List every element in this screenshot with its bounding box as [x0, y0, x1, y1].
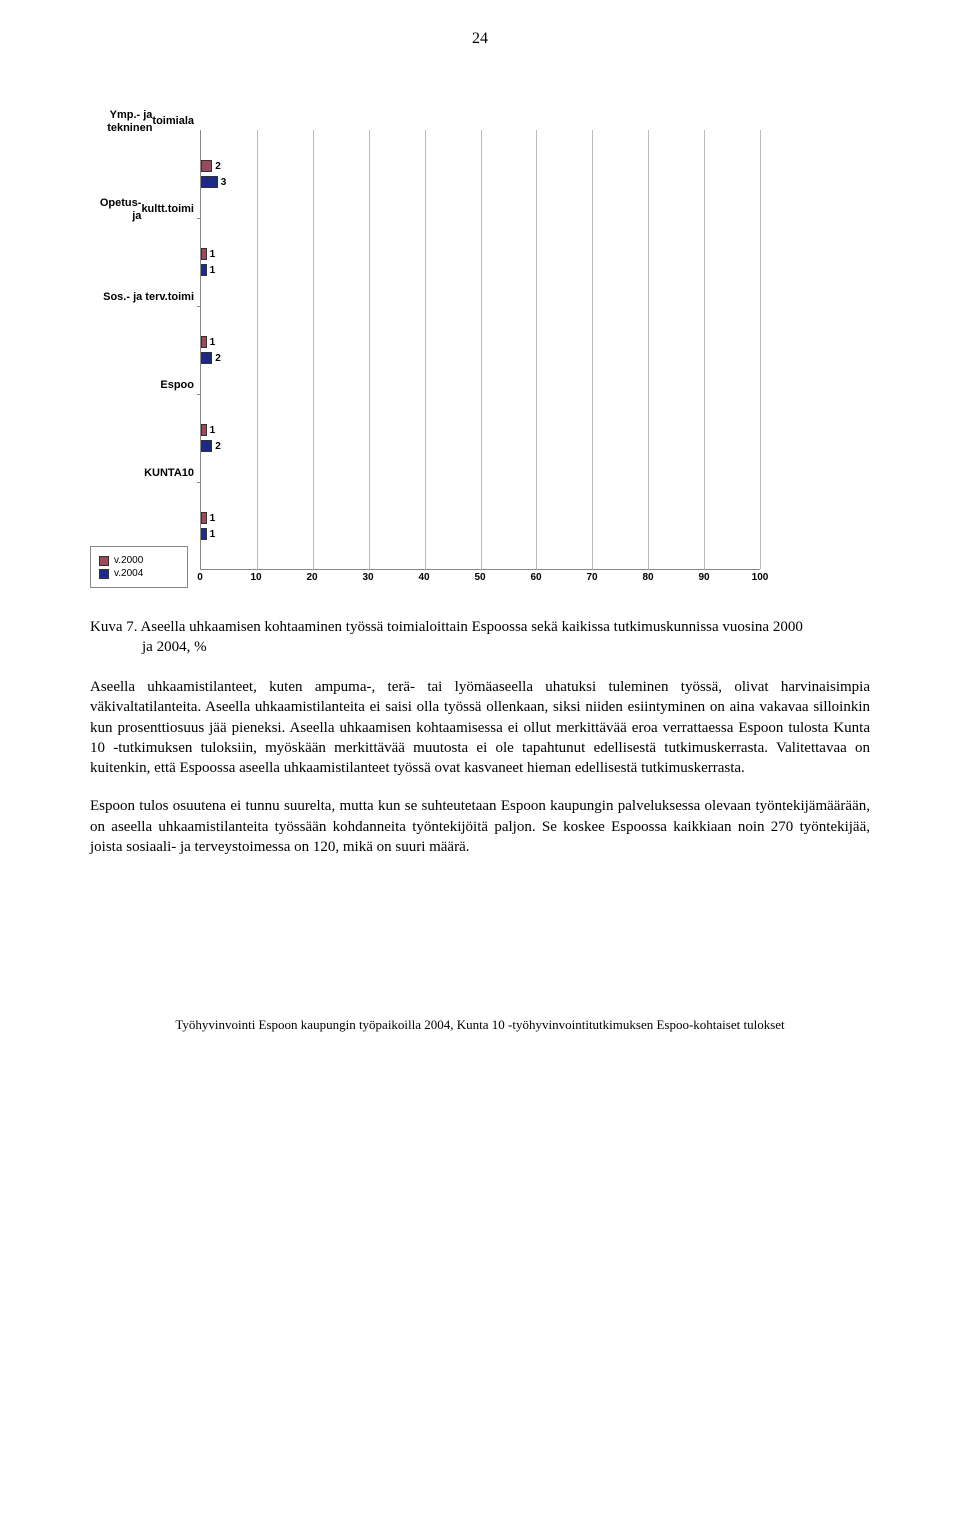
legend-label: v.2000	[114, 555, 143, 566]
bar	[201, 248, 207, 260]
x-tick-label: 30	[362, 572, 373, 583]
bar-value-label: 1	[210, 337, 216, 348]
bar-value-label: 2	[215, 353, 221, 364]
gridline	[257, 130, 258, 569]
bar	[201, 440, 212, 452]
category-label: Espoo	[90, 342, 194, 430]
x-tick-label: 70	[586, 572, 597, 583]
bar	[201, 528, 207, 540]
legend-item: v.2000	[99, 555, 179, 566]
bar-group: 12	[201, 394, 221, 482]
bar-row: 1	[201, 336, 221, 348]
body-paragraph: Aseella uhkaamistilanteet, kuten ampuma-…	[90, 677, 870, 778]
category-label: Sos.- ja terv.toimi	[90, 254, 194, 342]
bar-group: 23	[201, 130, 226, 218]
bar-value-label: 1	[210, 529, 216, 540]
bar	[201, 336, 207, 348]
bar-row: 2	[201, 352, 221, 364]
bar-value-label: 2	[215, 441, 221, 452]
x-tick-label: 50	[474, 572, 485, 583]
gridline	[704, 130, 705, 569]
bar	[201, 512, 207, 524]
x-tick-label: 0	[197, 572, 203, 583]
bar-group: 11	[201, 218, 215, 306]
bar-row: 1	[201, 512, 215, 524]
x-tick-label: 20	[306, 572, 317, 583]
gridline	[760, 130, 761, 569]
x-tick-label: 10	[250, 572, 261, 583]
bar-value-label: 1	[210, 513, 216, 524]
bar	[201, 352, 212, 364]
gridline	[648, 130, 649, 569]
page-footer: Työhyvinvointi Espoon kaupungin työpaiko…	[90, 1017, 870, 1033]
gridline	[536, 130, 537, 569]
category-label: Ymp.- ja tekninentoimiala	[90, 78, 194, 166]
bar	[201, 176, 218, 188]
bar-value-label: 1	[210, 265, 216, 276]
bar-value-label: 2	[215, 161, 221, 172]
bar-row: 3	[201, 176, 226, 188]
caption-text: ja 2004, %	[90, 638, 870, 658]
gridline	[369, 130, 370, 569]
legend-swatch	[99, 556, 109, 566]
bar-row: 2	[201, 440, 221, 452]
y-axis-labels: Ymp.- ja tekninentoimialaOpetus- jakultt…	[90, 78, 200, 518]
bar-value-label: 3	[221, 177, 227, 188]
bar	[201, 160, 212, 172]
gridline	[481, 130, 482, 569]
gridline	[592, 130, 593, 569]
legend-column: Ymp.- ja tekninentoimialaOpetus- jakultt…	[90, 78, 200, 588]
x-axis: 0102030405060708090100	[200, 570, 760, 588]
x-tick-label: 60	[530, 572, 541, 583]
x-tick-label: 80	[642, 572, 653, 583]
bar-group: 11	[201, 482, 215, 570]
bar-row: 1	[201, 424, 221, 436]
chart: Ymp.- ja tekninentoimialaOpetus- jakultt…	[90, 78, 870, 588]
figure-caption: Kuva 7. Aseella uhkaamisen kohtaaminen t…	[90, 618, 870, 657]
x-tick-label: 100	[752, 572, 769, 583]
plot-area: 2311121211	[200, 130, 760, 570]
bar	[201, 264, 207, 276]
page-number: 24	[90, 30, 870, 48]
bar-group: 12	[201, 306, 221, 394]
caption-lead: Kuva 7.	[90, 619, 138, 635]
caption-text: Aseella uhkaamisen kohtaaminen työssä to…	[140, 619, 802, 635]
bar-row: 2	[201, 160, 226, 172]
bar-row: 1	[201, 528, 215, 540]
category-label: KUNTA10	[90, 430, 194, 518]
x-tick-label: 40	[418, 572, 429, 583]
legend: v.2000 v.2004	[90, 546, 188, 588]
gridline	[425, 130, 426, 569]
legend-swatch	[99, 569, 109, 579]
bar	[201, 424, 207, 436]
legend-item: v.2004	[99, 568, 179, 579]
bar-row: 1	[201, 264, 215, 276]
bar-row: 1	[201, 248, 215, 260]
bar-value-label: 1	[210, 249, 216, 260]
category-label: Opetus- jakultt.toimi	[90, 166, 194, 254]
gridline	[313, 130, 314, 569]
bar-value-label: 1	[210, 425, 216, 436]
body-paragraph: Espoon tulos osuutena ei tunnu suurelta,…	[90, 796, 870, 857]
x-tick-label: 90	[698, 572, 709, 583]
legend-label: v.2004	[114, 568, 143, 579]
